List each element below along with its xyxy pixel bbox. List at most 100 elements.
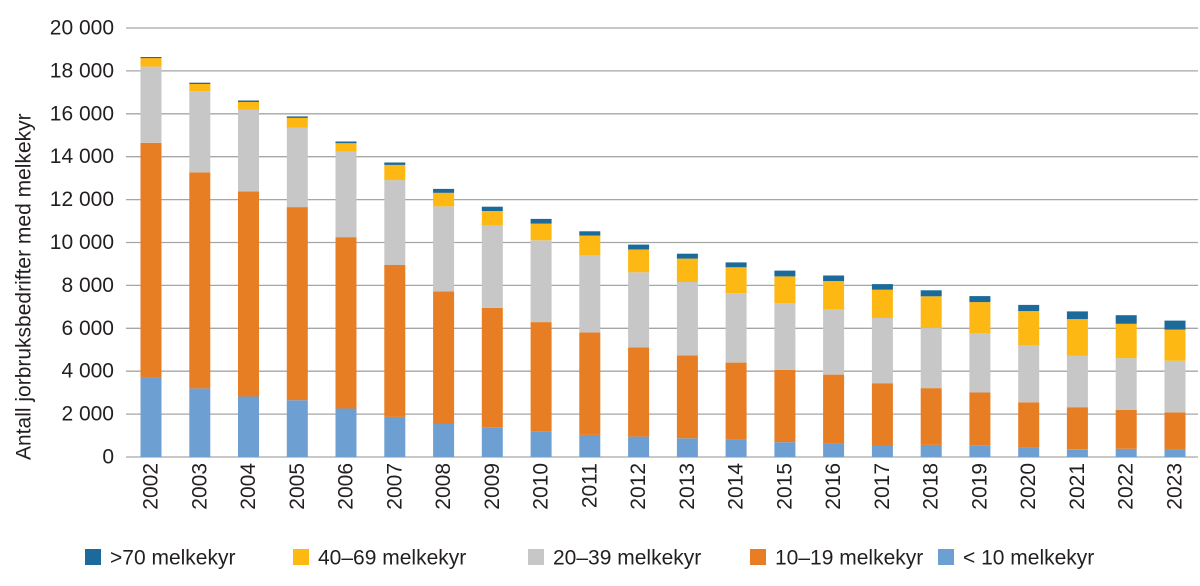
bar-segment-2014-70-melkekyr bbox=[725, 262, 747, 268]
bar-segment-2004-10-19-melkekyr bbox=[238, 191, 259, 397]
bar-segment-2017-10-melkekyr bbox=[871, 445, 893, 457]
bar-segment-2017-20-39-melkekyr bbox=[871, 318, 893, 384]
bar-segment-2019-10-melkekyr bbox=[969, 445, 991, 457]
y-tick-label: 14 000 bbox=[50, 145, 114, 168]
bar-2018 bbox=[920, 290, 942, 457]
bar-segment-2011-70-melkekyr bbox=[579, 231, 601, 236]
bar-segment-2021-10-19-melkekyr bbox=[1066, 407, 1088, 450]
x-tick-label: 2015 bbox=[773, 463, 796, 510]
bar-segment-2015-20-39-melkekyr bbox=[774, 303, 796, 370]
bar-segment-2023-20-39-melkekyr bbox=[1164, 360, 1186, 413]
bar-segment-2022-20-39-melkekyr bbox=[1115, 358, 1137, 410]
bar-segment-2009-10-melkekyr bbox=[481, 427, 503, 457]
bar-segment-2016-20-39-melkekyr bbox=[823, 309, 845, 375]
legend-item-20-39-melkekyr: 20–39 melkekyr bbox=[528, 547, 701, 570]
x-tick-label: 2006 bbox=[335, 463, 358, 510]
legend-label: 40–69 melkekyr bbox=[318, 547, 466, 570]
bar-segment-2020-10-19-melkekyr bbox=[1018, 402, 1040, 448]
legend-swatch-icon bbox=[528, 549, 544, 565]
x-tick-label: 2016 bbox=[822, 463, 845, 510]
bar-segment-2016-10-19-melkekyr bbox=[823, 374, 845, 444]
bar-segment-2013-70-melkekyr bbox=[676, 253, 698, 259]
bar-segment-2007-40-69-melkekyr bbox=[384, 164, 406, 181]
bar-segment-2015-10-melkekyr bbox=[774, 442, 796, 457]
bar-2004 bbox=[238, 100, 259, 457]
bar-2008 bbox=[433, 188, 455, 457]
y-tick-label: 6 000 bbox=[61, 317, 114, 340]
bar-segment-2003-20-39-melkekyr bbox=[189, 91, 211, 173]
legend-item-40-69-melkekyr: 40–69 melkekyr bbox=[293, 547, 466, 570]
bar-segment-2018-10-19-melkekyr bbox=[920, 388, 942, 445]
bar-segment-2023-10-melkekyr bbox=[1164, 449, 1186, 457]
bar-segment-2020-20-39-melkekyr bbox=[1018, 345, 1040, 403]
bar-2015 bbox=[774, 270, 796, 457]
bar-segment-2003-70-melkekyr bbox=[189, 82, 211, 84]
y-tick-label: 2 000 bbox=[61, 403, 114, 426]
bar-segment-2020-10-melkekyr bbox=[1018, 447, 1040, 457]
bar-segment-2016-10-melkekyr bbox=[823, 443, 845, 457]
bar-segment-2011-10-19-melkekyr bbox=[579, 332, 601, 435]
bar-segment-2014-10-melkekyr bbox=[725, 439, 747, 457]
x-tick-label: 2021 bbox=[1066, 463, 1089, 510]
bar-segment-2007-70-melkekyr bbox=[384, 162, 406, 165]
y-tick-label: 10 000 bbox=[50, 231, 114, 254]
bar-segment-2007-10-melkekyr bbox=[384, 416, 406, 457]
y-tick-label: 20 000 bbox=[50, 17, 114, 40]
bar-segment-2021-10-melkekyr bbox=[1066, 449, 1088, 457]
legend-swatch-icon bbox=[750, 549, 766, 565]
bar-segment-2023-40-69-melkekyr bbox=[1164, 329, 1186, 361]
bar-segment-2019-70-melkekyr bbox=[969, 296, 991, 303]
bar-segment-2012-10-19-melkekyr bbox=[628, 347, 650, 437]
bar-segment-2004-40-69-melkekyr bbox=[238, 102, 259, 110]
bar-2007 bbox=[384, 162, 406, 457]
bar-segment-2004-10-melkekyr bbox=[238, 396, 259, 457]
bar-2005 bbox=[286, 116, 308, 457]
y-tick-label: 4 000 bbox=[61, 360, 114, 383]
legend-swatch-icon bbox=[293, 549, 309, 565]
bar-segment-2018-10-melkekyr bbox=[920, 445, 942, 457]
x-tick-label: 2011 bbox=[578, 463, 601, 508]
legend-swatch-icon bbox=[85, 549, 101, 565]
bar-segment-2003-10-melkekyr bbox=[189, 388, 211, 457]
bar-segment-2013-40-69-melkekyr bbox=[676, 258, 698, 282]
bar-segment-2014-40-69-melkekyr bbox=[725, 267, 747, 294]
bar-segment-2010-70-melkekyr bbox=[530, 218, 552, 224]
bar-segment-2008-20-39-melkekyr bbox=[433, 206, 455, 292]
x-axis-tick-labels: 2002 2003 2004 2005 2006 2007 2008 2009 2010 2011… bbox=[140, 463, 1187, 510]
bar-segment-2002-40-69-melkekyr bbox=[140, 58, 162, 67]
bars bbox=[140, 57, 1186, 457]
bar-2020 bbox=[1018, 304, 1040, 457]
bar-segment-2016-40-69-melkekyr bbox=[823, 281, 845, 310]
bar-segment-2011-10-melkekyr bbox=[579, 434, 601, 457]
bar-segment-2022-10-melkekyr bbox=[1115, 448, 1137, 457]
bar-segment-2013-10-melkekyr bbox=[676, 438, 698, 457]
y-tick-label: 0 bbox=[102, 446, 114, 469]
bar-segment-2008-70-melkekyr bbox=[433, 188, 455, 193]
bar-segment-2017-40-69-melkekyr bbox=[871, 289, 893, 318]
bar-segment-2022-10-19-melkekyr bbox=[1115, 409, 1137, 449]
y-axis-tick-labels: 0 2 000 4 000 6 000 8 000 10 000 12 000 14 000 1… bbox=[50, 17, 114, 469]
bar-segment-2015-70-melkekyr bbox=[774, 270, 796, 277]
bar-2016 bbox=[823, 275, 845, 457]
bar-segment-2009-40-69-melkekyr bbox=[481, 211, 503, 226]
bar-segment-2009-70-melkekyr bbox=[481, 206, 503, 211]
bar-2013 bbox=[676, 253, 698, 457]
bar-2023 bbox=[1164, 320, 1186, 457]
bar-segment-2003-40-69-melkekyr bbox=[189, 84, 211, 92]
bar-segment-2005-20-39-melkekyr bbox=[286, 127, 308, 208]
bar-2017 bbox=[871, 284, 893, 457]
bar-segment-2021-40-69-melkekyr bbox=[1066, 319, 1088, 356]
legend-item-70-melkekyr: >70 melkekyr bbox=[85, 547, 235, 570]
bar-segment-2012-40-69-melkekyr bbox=[628, 249, 650, 273]
x-tick-label: 2017 bbox=[871, 463, 894, 510]
bar-2002 bbox=[140, 57, 162, 457]
y-tick-label: 16 000 bbox=[50, 102, 114, 125]
bar-segment-2023-70-melkekyr bbox=[1164, 320, 1186, 330]
legend-item-10-19-melkekyr: 10–19 melkekyr bbox=[750, 547, 923, 570]
bar-2019 bbox=[969, 296, 991, 457]
bar-segment-2019-10-19-melkekyr bbox=[969, 392, 991, 446]
bar-segment-2022-40-69-melkekyr bbox=[1115, 323, 1137, 359]
bar-segment-2017-70-melkekyr bbox=[871, 284, 893, 290]
y-tick-label: 18 000 bbox=[50, 59, 114, 82]
bar-segment-2008-10-19-melkekyr bbox=[433, 291, 455, 424]
